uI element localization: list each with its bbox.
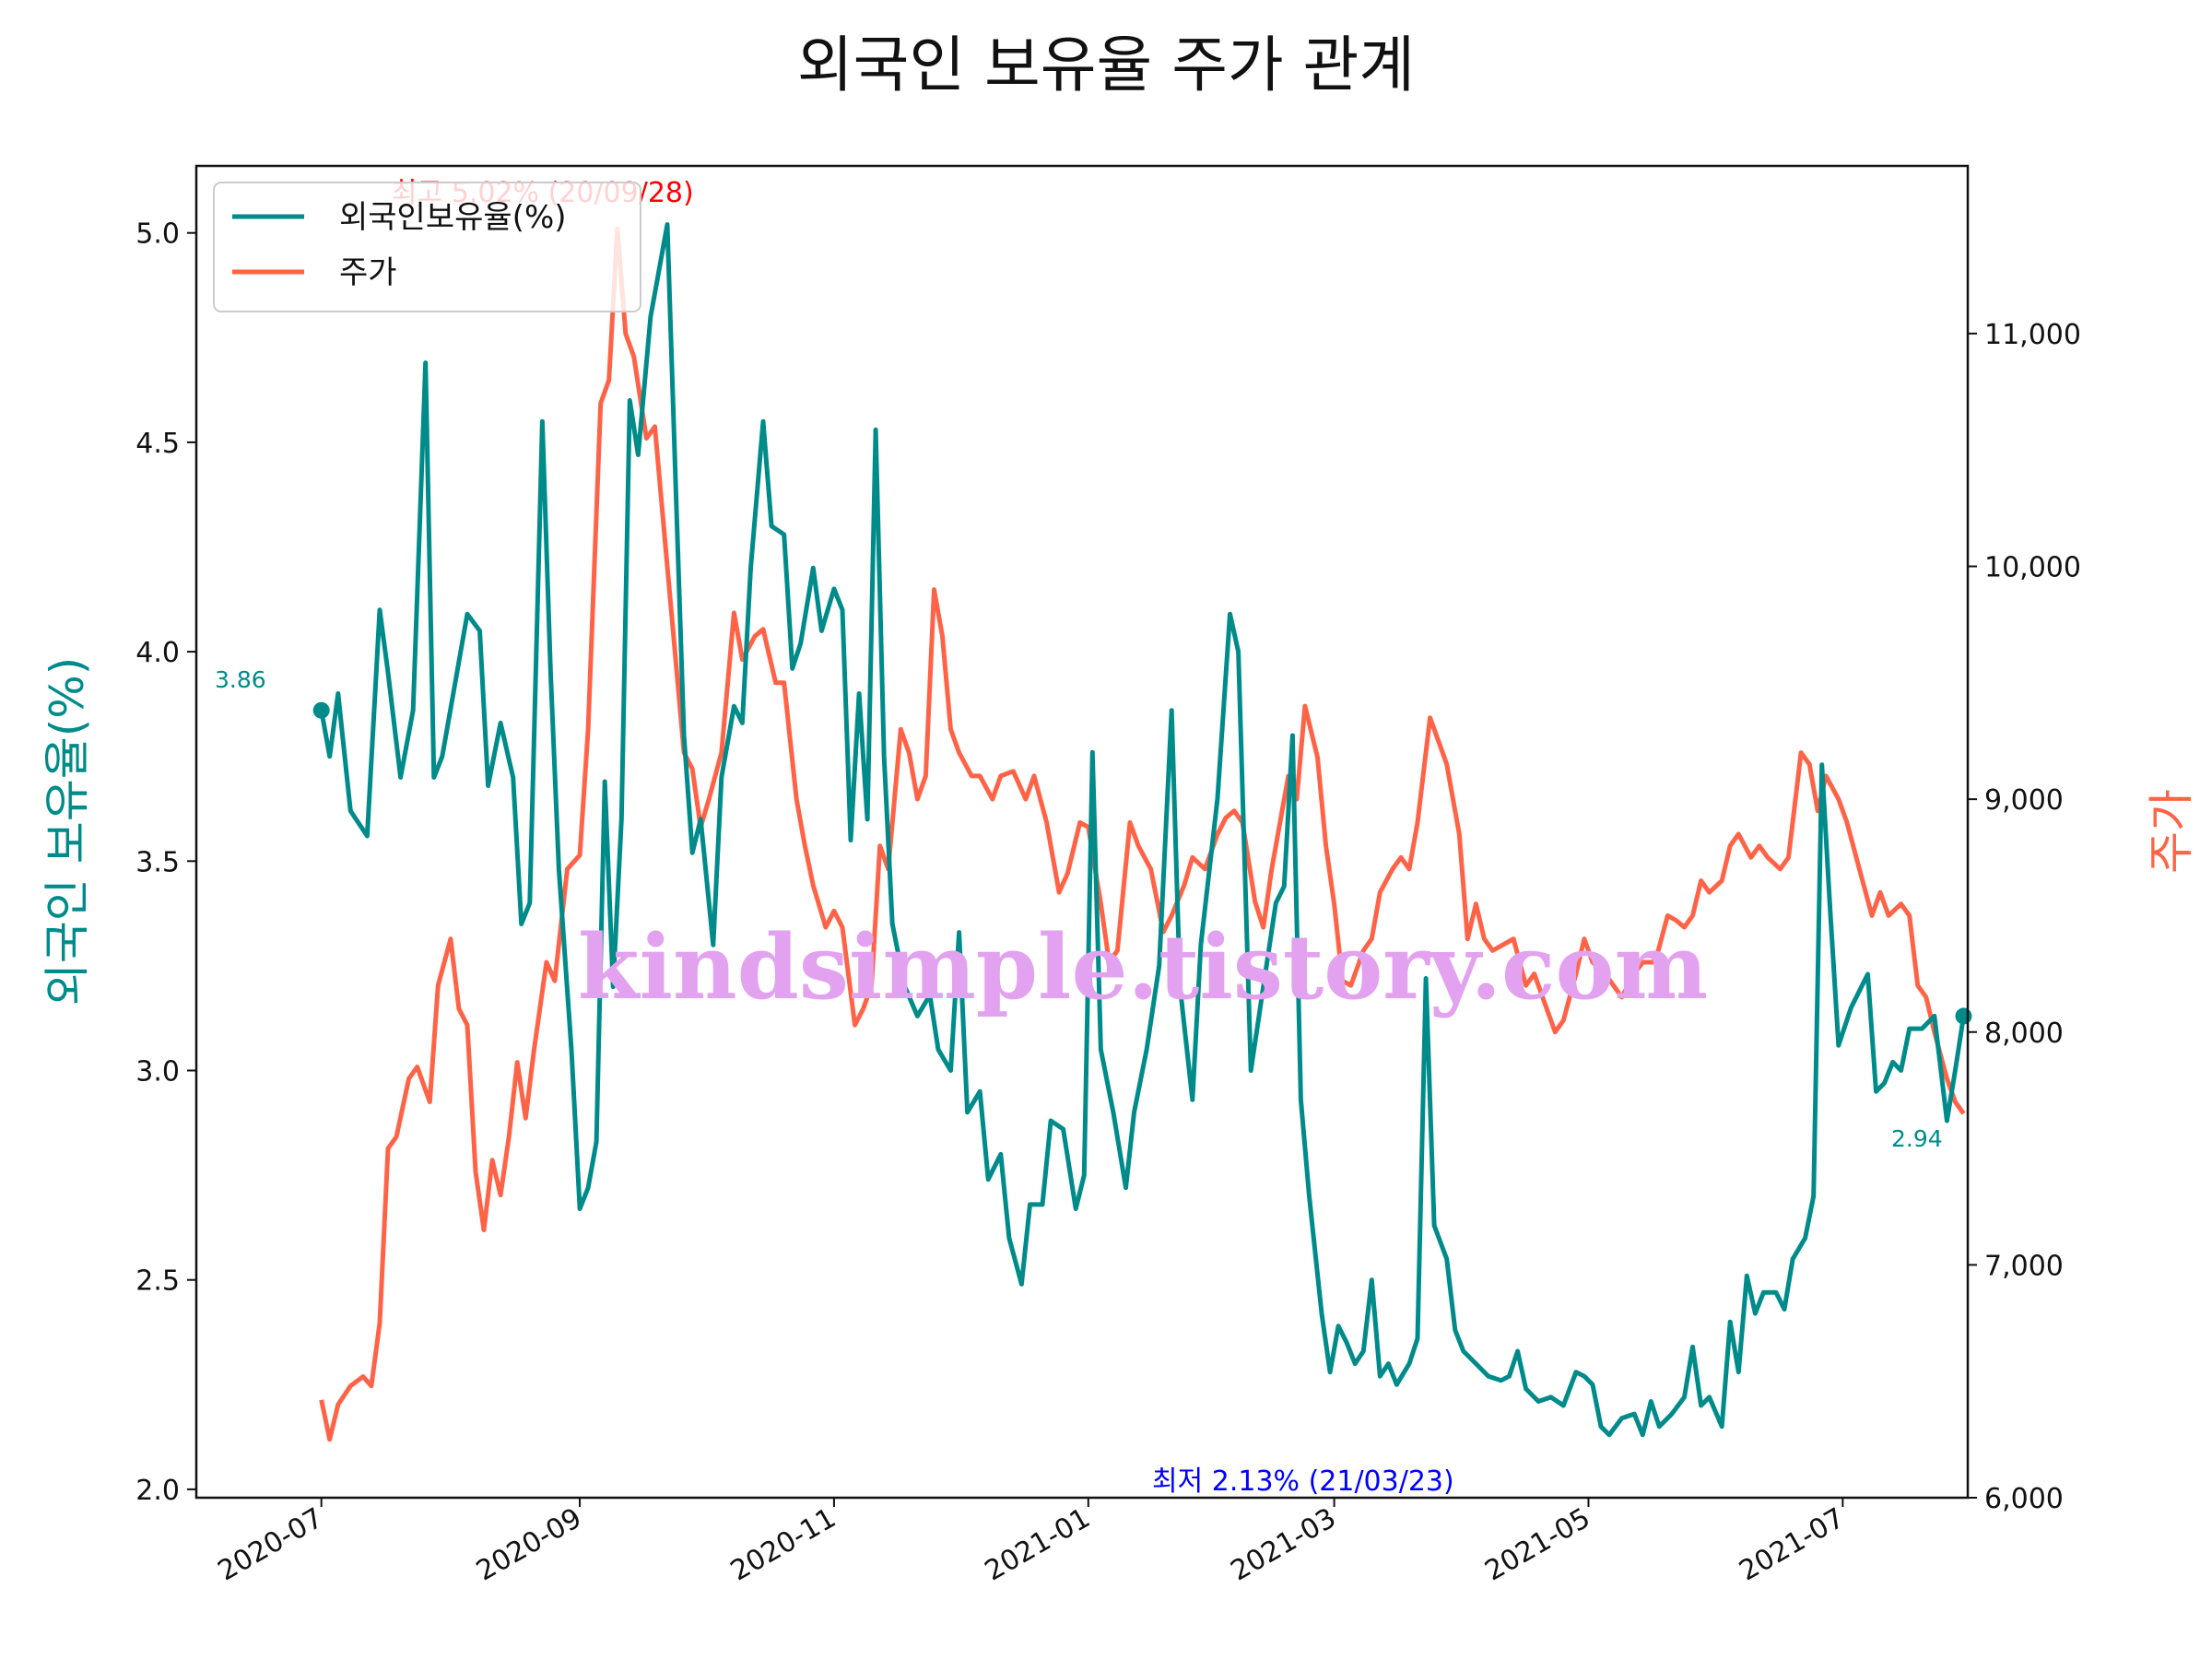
y-right-tick-label: 9,000 (1984, 784, 2064, 817)
y-left-tick-label: 3.0 (135, 1056, 180, 1088)
legend: 외국인보유율(%) 주가 (213, 182, 641, 312)
y-left-tick-label: 2.5 (135, 1265, 180, 1298)
end-marker (1955, 1007, 1972, 1025)
min-annotation: 최저 2.13% (21/03/23) (1152, 1465, 1454, 1498)
right-axis-title: 주가 (2145, 789, 2198, 874)
y-left-tick-label: 4.0 (135, 637, 180, 669)
y-right-tick-label: 10,000 (1984, 552, 2081, 584)
series-line-foreign (319, 222, 1966, 1438)
left-axis-title: 외국인 보유율(%) (41, 657, 94, 1006)
end-value-label: 2.94 (1891, 1125, 1943, 1152)
data-layer (312, 222, 1972, 1442)
series-line-price (319, 226, 1966, 1442)
y-right-tick-label: 8,000 (1984, 1018, 2064, 1050)
y-left-tick-label: 2.0 (135, 1475, 180, 1507)
y-right-tick-label: 7,000 (1984, 1250, 2064, 1282)
legend-box (213, 182, 641, 312)
plot-frame (194, 164, 1970, 1500)
legend-label-price: 주가 (339, 254, 397, 291)
legend-label-foreign: 외국인보유율(%) (339, 199, 567, 236)
y-right-tick-label: 6,000 (1984, 1483, 2064, 1515)
y-right-tick-label: 11,000 (1984, 319, 2081, 351)
start-value-label: 3.86 (215, 666, 266, 693)
y-left-tick-label: 3.5 (135, 846, 180, 878)
start-marker (312, 701, 330, 719)
watermark: kindsimple.tistory.com (578, 915, 1708, 1019)
y-left-tick-label: 5.0 (135, 218, 180, 251)
chart-title: 외국인 보유율 주가 관계 (797, 29, 1415, 100)
y-left-tick-label: 4.5 (135, 428, 180, 460)
